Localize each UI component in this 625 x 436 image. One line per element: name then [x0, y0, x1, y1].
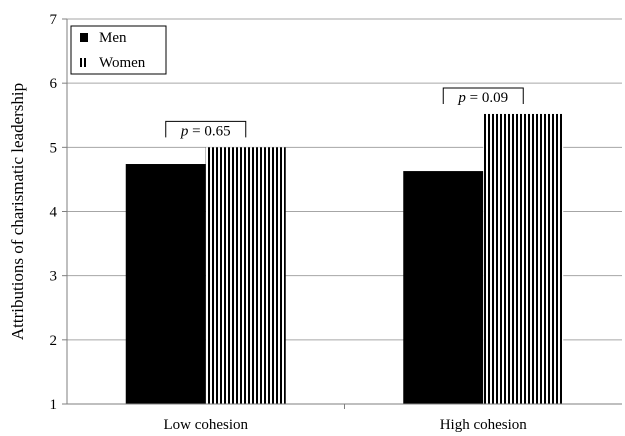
y-tick-label-6: 6	[50, 76, 58, 92]
y-tick-label-5: 5	[50, 140, 58, 156]
p-value-annotations: p = 0.65 p = 0.09	[165, 87, 524, 139]
legend: Men Women	[70, 25, 167, 75]
bar-women-high-cohesion	[483, 113, 564, 404]
legend-swatch-men	[80, 33, 88, 42]
p-value-label-1: p = 0.09	[457, 90, 508, 106]
y-tick-labels: 1 2 3 4 5 6 7	[50, 12, 58, 413]
category-label-low-cohesion: Low cohesion	[163, 417, 248, 433]
legend-label-women: Women	[99, 55, 146, 71]
legend-swatch-women	[80, 58, 88, 67]
category-label-high-cohesion: High cohesion	[440, 417, 528, 433]
p-value-bracket-1	[442, 87, 524, 104]
p-value-bracket-0	[165, 120, 247, 138]
bar-men-low-cohesion	[125, 164, 206, 404]
y-axis-label: Attributions of charismatic leadership	[8, 83, 27, 340]
bar-women-low-cohesion	[205, 147, 286, 405]
bars	[125, 113, 564, 405]
category-labels: Low cohesion High cohesion	[163, 417, 527, 433]
y-tick-label-7: 7	[50, 12, 58, 28]
p-value-label-0: p = 0.65	[180, 123, 231, 139]
axes	[66, 19, 622, 409]
y-tick-label-2: 2	[50, 333, 58, 349]
y-tick-label-1: 1	[50, 397, 58, 413]
legend-label-men: Men	[99, 30, 127, 46]
y-tick-label-3: 3	[50, 269, 58, 285]
y-tick-label-4: 4	[50, 205, 58, 221]
bar-men-high-cohesion	[403, 171, 484, 404]
